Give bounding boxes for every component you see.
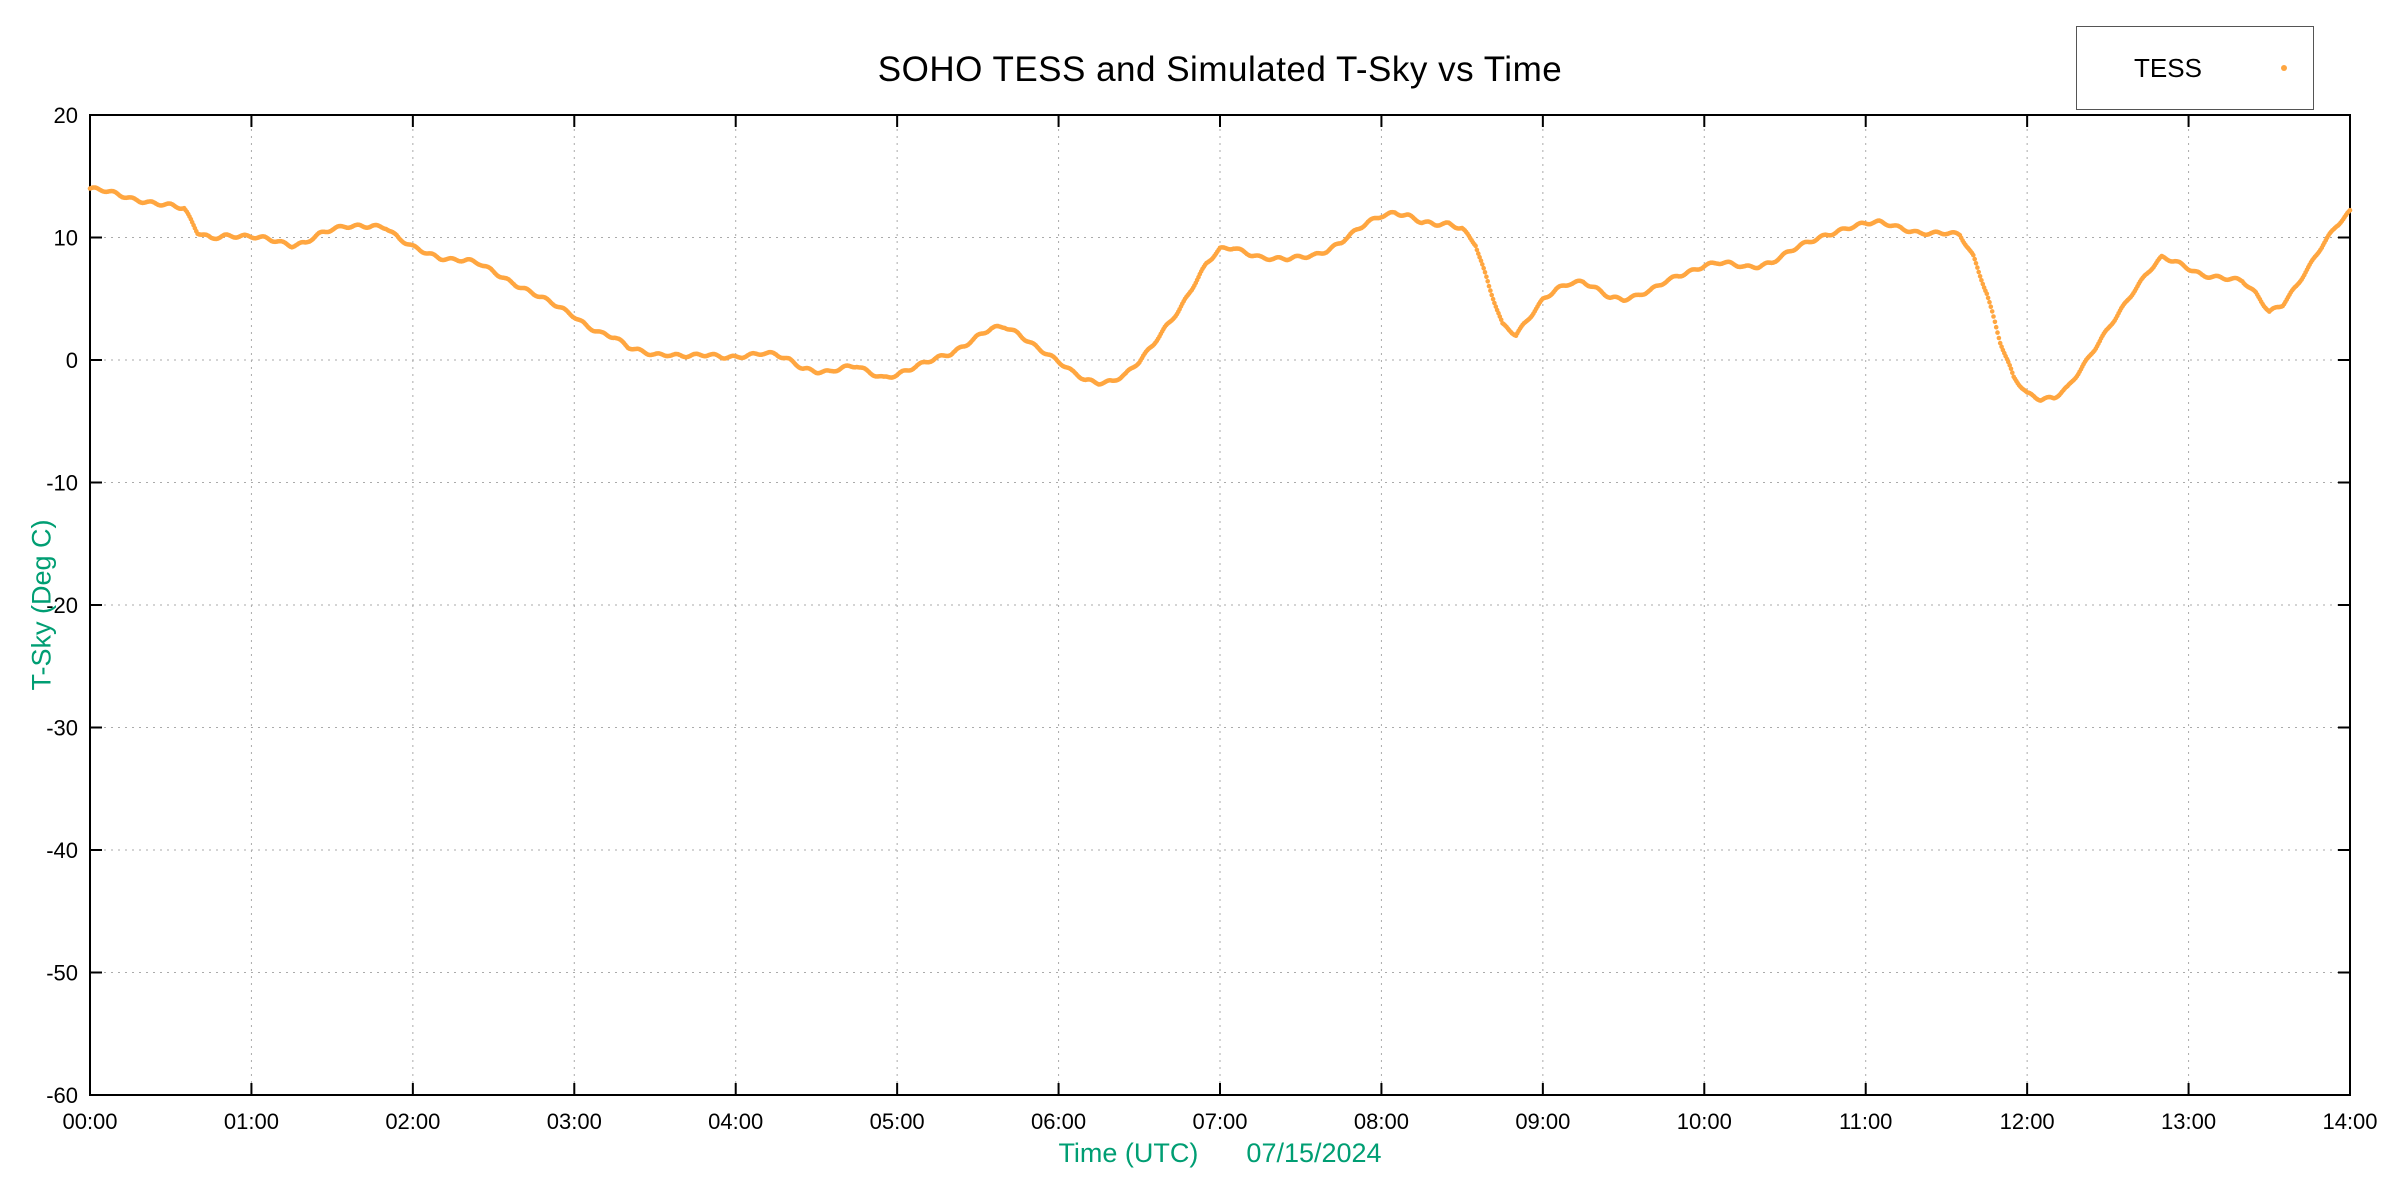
y-tick-label: -50 (46, 961, 78, 986)
x-axis-label-text: Time (UTC) (1058, 1138, 1199, 1168)
x-tick-label: 00:00 (62, 1109, 117, 1134)
x-tick-label: 05:00 (870, 1109, 925, 1134)
y-axis-label: T-Sky (Deg C) (26, 519, 57, 691)
x-tick-label: 01:00 (224, 1109, 279, 1134)
legend: TESS (2076, 26, 2314, 110)
y-tick-label: -10 (46, 471, 78, 496)
x-tick-label: 03:00 (547, 1109, 602, 1134)
series-tess-points (87, 185, 2353, 403)
x-tick-label: 12:00 (2000, 1109, 2055, 1134)
x-tick-label: 08:00 (1354, 1109, 1409, 1134)
x-axis-date-text: 07/15/2024 (1246, 1138, 1382, 1168)
x-axis-label: Time (UTC) 07/15/2024 (90, 1138, 2350, 1169)
y-tick-label: -20 (46, 593, 78, 618)
y-tick-label: 10 (54, 226, 78, 251)
x-tick-label: 14:00 (2322, 1109, 2377, 1134)
x-tick-label: 04:00 (708, 1109, 763, 1134)
y-tick-label: -30 (46, 716, 78, 741)
x-tick-label: 02:00 (385, 1109, 440, 1134)
x-tick-label: 09:00 (1515, 1109, 1570, 1134)
x-tick-label: 07:00 (1192, 1109, 1247, 1134)
x-tick-label: 06:00 (1031, 1109, 1086, 1134)
y-tick-label: 0 (66, 348, 78, 373)
x-tick-label: 13:00 (2161, 1109, 2216, 1134)
y-tick-label: -60 (46, 1083, 78, 1108)
y-tick-label: -40 (46, 838, 78, 863)
x-tick-label: 11:00 (1839, 1109, 1892, 1134)
x-tick-label: 10:00 (1677, 1109, 1732, 1134)
legend-label: TESS (2134, 52, 2202, 83)
legend-marker-dot-icon (2281, 65, 2287, 71)
y-tick-label: 20 (54, 103, 78, 128)
chart-title: SOHO TESS and Simulated T-Sky vs Time (877, 50, 1563, 89)
